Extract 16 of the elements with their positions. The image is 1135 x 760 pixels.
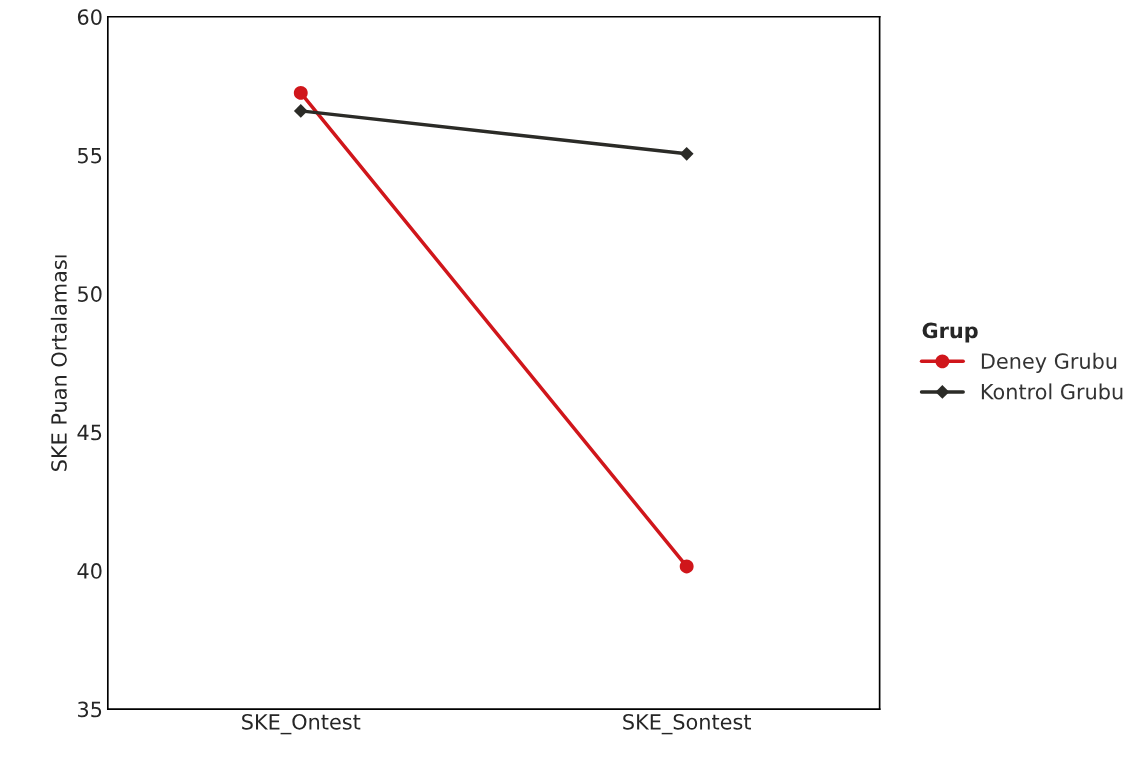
y-axis-title: SKE Puan Ortalaması — [50, 255, 67, 471]
point — [679, 146, 694, 161]
point — [679, 559, 694, 574]
point — [293, 85, 308, 100]
legend-label: Deney Grubu — [981, 352, 1117, 373]
point — [293, 104, 308, 118]
y-tick-label: 50 — [78, 286, 102, 302]
y-tick-label: 60 — [77, 9, 102, 25]
x-tick-label: SKE_Sontest — [623, 713, 751, 735]
y-tick-label: 35 — [78, 701, 102, 718]
y-tick-label: 55 — [78, 147, 102, 164]
y-tick-label: 40 — [77, 563, 102, 579]
y-tick-label: 45 — [77, 424, 102, 441]
legend-title: Grup — [922, 322, 978, 343]
x-tick-label: SKE_Ontest — [242, 713, 361, 735]
legend-label: Kontrol Grubu — [981, 383, 1123, 400]
